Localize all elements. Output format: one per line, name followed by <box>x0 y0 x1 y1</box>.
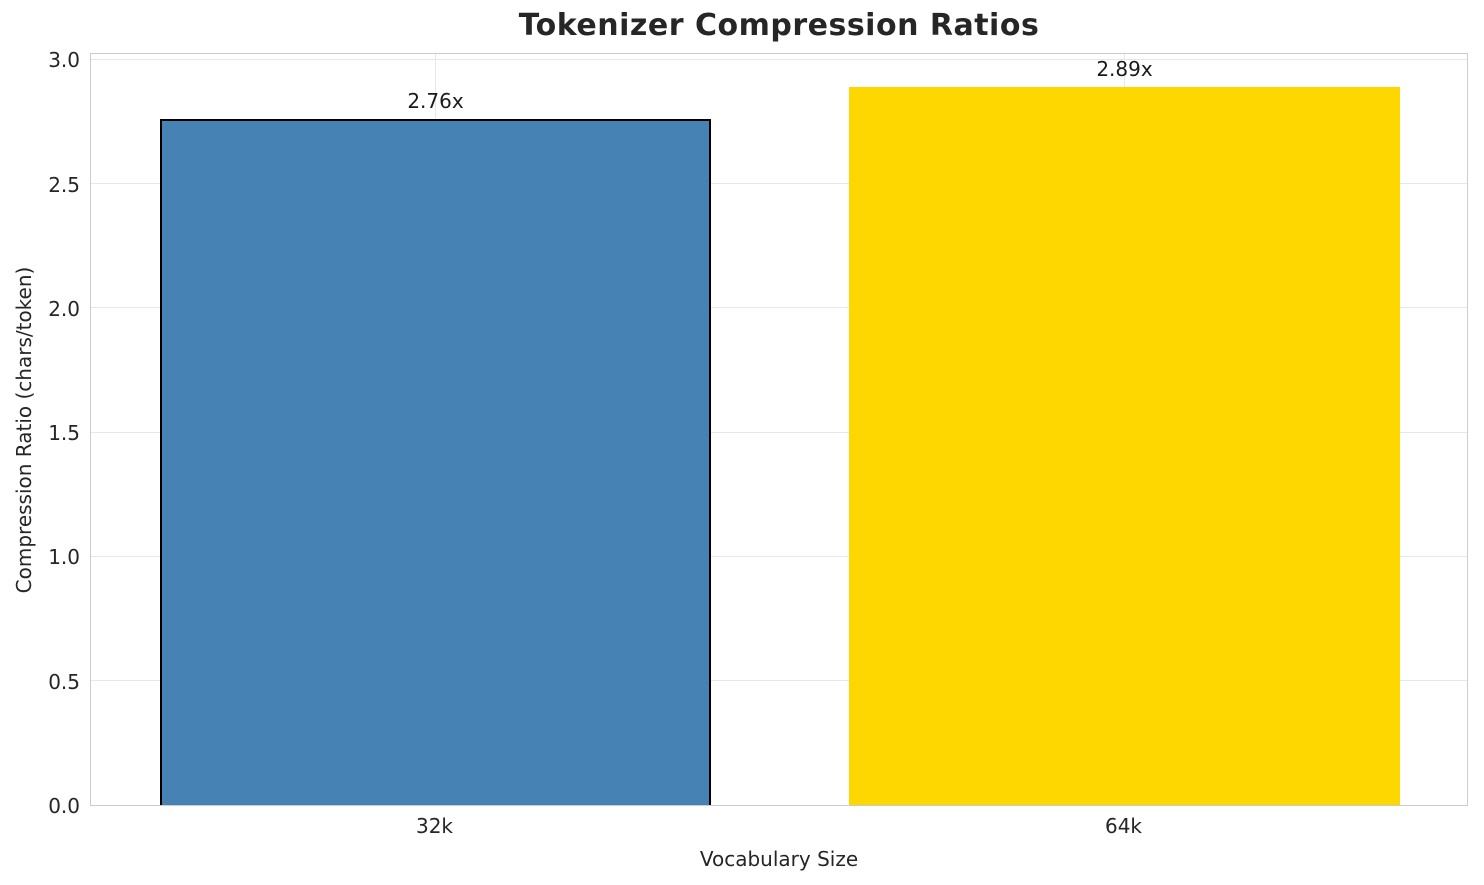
bar-value-label: 2.76x <box>407 89 464 114</box>
y-tick-label: 1.0 <box>48 545 80 570</box>
x-axis-label: Vocabulary Size <box>699 847 859 871</box>
y-tick-label: 1.5 <box>48 421 80 446</box>
y-axis-label: Compression Ratio (chars/token) <box>12 266 36 594</box>
chart-title: Tokenizer Compression Ratios <box>518 8 1040 43</box>
x-tick-label: 32k <box>415 814 454 838</box>
y-tick-label: 0.0 <box>48 794 80 818</box>
y-tick-label: 2.0 <box>48 296 80 321</box>
bar-value-label: 2.89x <box>1096 56 1153 81</box>
y-tick-label: 2.5 <box>48 172 80 197</box>
gridline-horizontal <box>91 556 1467 557</box>
gridline-horizontal <box>91 431 1467 433</box>
gridline-horizontal <box>91 680 1467 682</box>
gridline-horizontal <box>91 307 1467 309</box>
y-tick-label: 0.5 <box>48 669 80 694</box>
bar-64k <box>848 86 1401 805</box>
gridline-horizontal <box>91 58 1467 60</box>
x-tick-label: 64k <box>1104 814 1143 838</box>
plot-area: 2.76x 2.89x <box>90 53 1468 806</box>
gridline-horizontal <box>91 183 1467 185</box>
bar-32k <box>159 119 712 805</box>
y-tick-label: 3.0 <box>48 48 80 73</box>
